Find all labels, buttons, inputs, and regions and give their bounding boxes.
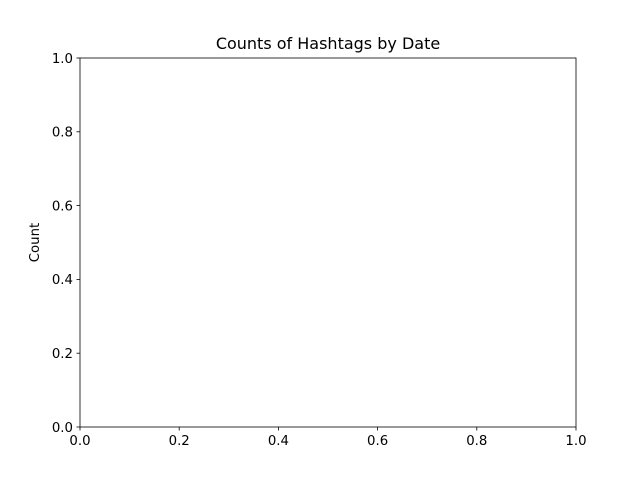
y-tick-label: 0.4	[52, 273, 73, 288]
x-tick-label: 0.8	[466, 434, 487, 449]
x-tick-label: 0.6	[367, 434, 388, 449]
x-tick-label: 0.4	[268, 434, 289, 449]
y-tick-label: 0.2	[52, 347, 73, 362]
chart-title: Counts of Hashtags by Date	[216, 34, 440, 53]
x-axis-ticks: 0.0 0.2 0.4 0.6 0.8 1.0	[69, 427, 587, 449]
plot-area	[80, 58, 576, 427]
x-tick-label: 0.2	[169, 434, 190, 449]
y-axis-ticks: 0.0 0.2 0.4 0.6 0.8 1.0	[52, 52, 80, 436]
y-tick-label: 0.6	[52, 199, 73, 214]
y-axis-label: Count	[28, 223, 43, 263]
y-tick-label: 0.0	[52, 421, 73, 436]
plot-frame	[79, 57, 577, 428]
x-tick-label: 0.0	[69, 434, 90, 449]
y-tick-label: 0.8	[52, 126, 73, 141]
y-tick-label: 1.0	[52, 52, 73, 67]
x-tick-label: 1.0	[565, 434, 586, 449]
